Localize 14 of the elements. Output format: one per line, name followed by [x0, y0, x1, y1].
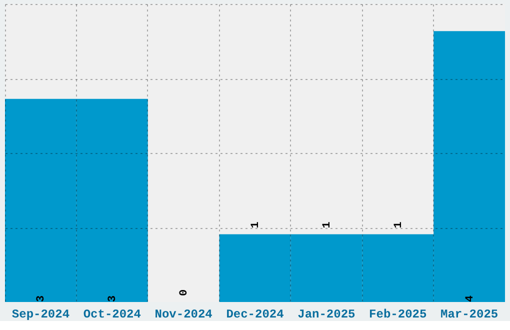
- data-label: 1: [392, 221, 405, 228]
- x-tick-label: Feb-2025: [369, 308, 427, 322]
- data-label: 1: [321, 221, 334, 228]
- x-tick-label: Mar-2025: [440, 308, 498, 322]
- x-tick-label: Nov-2024: [154, 308, 212, 322]
- x-tick-label: Sep-2024: [12, 308, 70, 322]
- data-label: 3: [36, 295, 48, 302]
- data-label: 1: [250, 221, 262, 228]
- x-tick-label: Oct-2024: [83, 308, 141, 322]
- x-tick-label: Dec-2024: [226, 308, 284, 322]
- x-tick-label: Jan-2025: [298, 308, 356, 322]
- data-label: 0: [178, 289, 191, 296]
- data-label: 3: [107, 295, 120, 302]
- data-label: 4: [464, 295, 476, 302]
